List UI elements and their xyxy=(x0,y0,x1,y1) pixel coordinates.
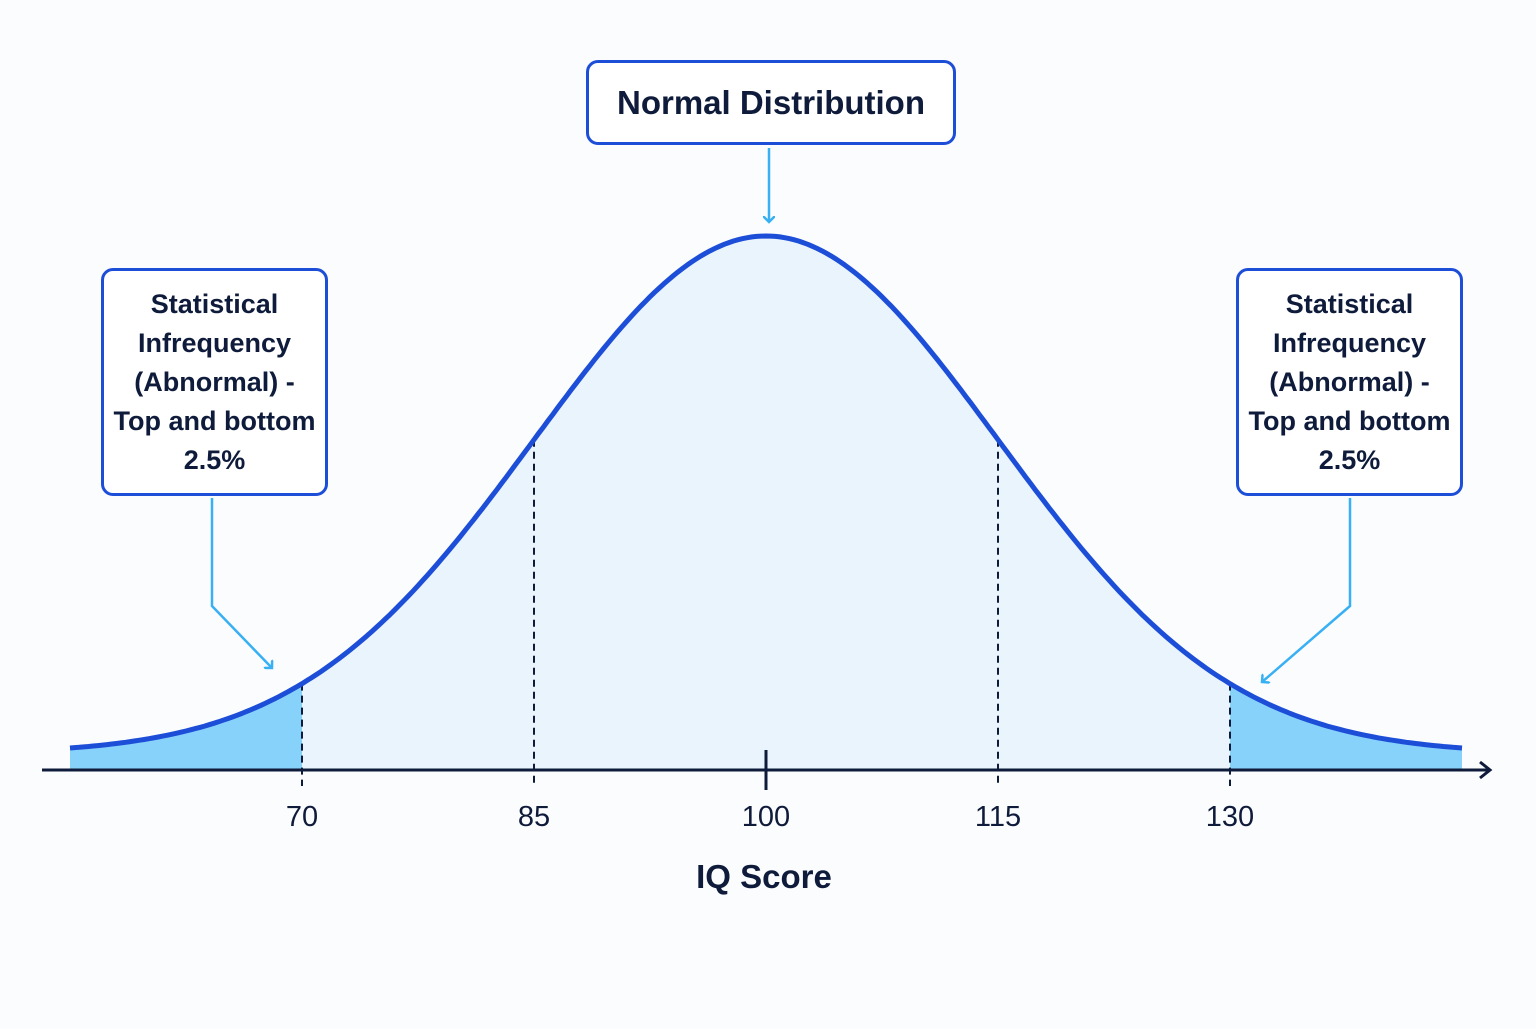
right-callout-arrow xyxy=(1262,498,1352,682)
left-infrequency-label: Statistical Infrequency (Abnormal) - Top… xyxy=(113,288,316,475)
x-tick-label-85: 85 xyxy=(518,801,550,833)
x-tick-label-70: 70 xyxy=(286,801,318,833)
left-infrequency-callout: Statistical Infrequency (Abnormal) - Top… xyxy=(101,268,328,496)
x-tick-label-100: 100 xyxy=(742,801,790,833)
distribution-area xyxy=(70,236,1462,770)
lower-tail-area xyxy=(70,683,302,770)
x-tick-label-130: 130 xyxy=(1206,801,1254,833)
x-axis-label: IQ Score xyxy=(696,858,832,895)
upper-tail-area xyxy=(1230,683,1462,770)
right-infrequency-label: Statistical Infrequency (Abnormal) - Top… xyxy=(1248,288,1451,475)
left-callout-arrow xyxy=(210,498,272,668)
normal-distribution-label: Normal Distribution xyxy=(616,83,925,121)
x-tick-label-115: 115 xyxy=(975,801,1021,833)
normal-distribution-callout: Normal Distribution xyxy=(586,60,956,145)
right-infrequency-callout: Statistical Infrequency (Abnormal) - Top… xyxy=(1236,268,1463,496)
normal-curve xyxy=(69,233,1463,751)
